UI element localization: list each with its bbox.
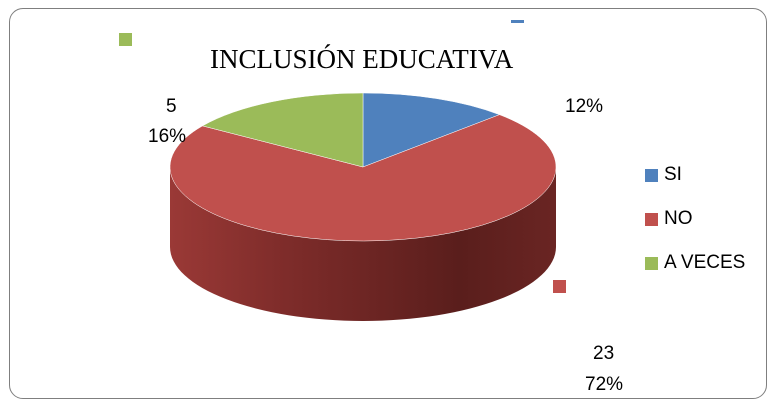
pie-slice-si: [362, 92, 501, 168]
legend-label-a-veces: A VECES: [664, 252, 746, 273]
chart-legend: SI NO A VECES: [645, 153, 745, 285]
pie-slice-a-veces: [201, 92, 364, 168]
chart-title: INCLUSIÓN EDUCATIVA: [210, 44, 514, 74]
data-label-no-count: 23: [593, 343, 615, 364]
slice-marker-a-veces: [119, 33, 132, 46]
legend-label-no: NO: [664, 208, 693, 229]
data-label-si-percent: 12%: [565, 96, 604, 117]
legend-swatch-si: [645, 168, 658, 182]
data-label-a-veces-percent: 16%: [148, 126, 187, 147]
legend-item-si: SI: [645, 153, 745, 197]
slice-marker-no: [553, 280, 566, 293]
legend-item-a-veces: A VECES: [645, 241, 745, 285]
data-label-a-veces-count: 5: [166, 96, 177, 117]
slice-marker-si: [511, 20, 524, 23]
data-label-no-percent: 72%: [585, 374, 624, 395]
legend-item-no: NO: [645, 197, 745, 241]
legend-label-si: SI: [664, 164, 682, 185]
legend-swatch-no: [645, 212, 658, 226]
legend-swatch-a-veces: [645, 256, 658, 270]
pie-side-no: [170, 167, 556, 321]
pie-slice-no: [169, 114, 557, 242]
